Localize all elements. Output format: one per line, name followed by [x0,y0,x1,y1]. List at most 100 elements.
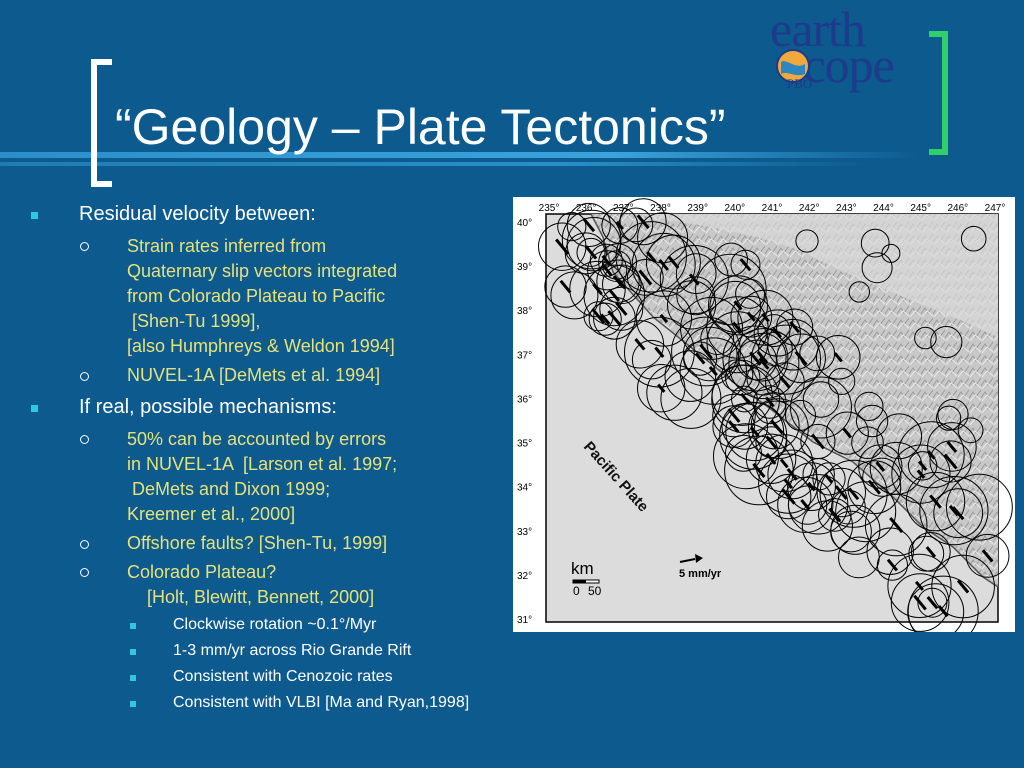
error-ellipse [660,367,722,429]
error-ellipse [714,242,749,277]
latitude-label: 31° [517,615,532,626]
error-ellipse [596,259,640,303]
error-ellipse [854,391,884,421]
longitude-label: 247° [985,203,1006,214]
scale-bar [572,579,600,584]
velocity-vector [727,420,740,433]
error-ellipse [602,264,642,305]
velocity-vector [765,452,777,465]
error-ellipse [719,401,788,470]
velocity-vector [951,506,965,521]
error-ellipse [706,296,769,359]
velocity-vector [591,308,606,324]
error-ellipse [937,398,969,431]
velocity-vector [956,579,970,594]
sub-bullet-marker [80,435,89,444]
velocity-vector [727,408,741,423]
sub-bullet-marker [80,540,89,549]
error-ellipse [724,435,794,506]
error-ellipse [946,473,1013,541]
velocity-vector [886,558,899,572]
velocity-vector [667,255,680,269]
longitude-label: 239° [687,203,708,214]
velocity-vector [925,546,937,558]
error-ellipse [767,318,819,371]
error-ellipse [753,309,801,357]
velocity-vector [601,254,612,266]
error-ellipse [695,253,767,326]
error-ellipse [864,493,928,557]
velocity-vector [926,449,936,460]
sub-bullet-marker [80,242,89,251]
error-ellipse [601,207,639,244]
error-ellipse [815,335,861,380]
error-ellipse [876,413,923,460]
error-ellipse [619,198,667,246]
error-ellipse [588,302,622,336]
velocity-vector [592,283,603,296]
error-ellipse [858,444,903,489]
error-ellipse [838,536,880,579]
velocity-vector [740,392,751,405]
error-ellipse [757,314,791,348]
latitude-label: 35° [517,439,532,450]
velocity-vector [746,311,756,322]
longitude-label: 236° [576,203,597,214]
velocity-vector [783,478,794,490]
bullet-residual-velocity: Residual velocity between: [79,203,316,225]
velocity-vector [943,453,958,470]
error-ellipse [861,252,893,284]
latitude-label: 38° [517,306,532,317]
error-ellipse [544,265,587,308]
header-stripe-thin [0,162,1024,166]
error-ellipse [855,404,889,438]
velocity-vector [761,312,770,323]
sub-bullet-marker [80,568,89,577]
velocity-vector [786,468,798,481]
error-ellipse [835,481,897,543]
error-ellipse [776,333,826,384]
velocity-vector [842,427,853,439]
globe-icon [776,49,810,83]
sub-sub-bullet-marker [130,701,136,707]
error-ellipse [851,426,884,459]
velocity-vector [779,375,791,389]
velocity-vector [834,485,848,500]
sub-sub-bullet-cenozoic: Consistent with Cenozoic rates [173,668,393,685]
velocity-vector [739,258,752,272]
velocity-vector [875,461,886,472]
error-ellipse [881,243,901,263]
longitude-label: 245° [910,203,931,214]
velocity-vector [555,238,570,255]
velocity-vector [789,321,801,334]
latitude-label: 34° [517,483,532,494]
longitude-label: 241° [762,203,783,214]
error-ellipse [589,243,623,277]
error-ellipse [721,359,754,392]
error-ellipse [957,417,984,444]
velocity-vector [772,327,783,339]
velocity-vector [582,217,596,233]
velocity-vector [833,352,843,363]
error-ellipse [711,364,773,426]
error-ellipse [891,444,951,504]
error-ellipse [819,459,888,528]
error-ellipse [667,280,717,330]
sub-bullet-marker [80,372,89,381]
velocity-vector [699,343,713,360]
error-ellipse [818,498,852,532]
error-ellipse [927,422,977,472]
longitude-label: 243° [836,203,857,214]
longitude-label: 235° [539,203,560,214]
velocity-vector [765,435,778,450]
error-ellipse [800,423,836,460]
velocity-vector [654,346,665,358]
sub-bullet-strain-rates: Strain rates inferred from Quaternary sl… [127,236,398,356]
bullet-marker [31,212,38,219]
error-ellipse [735,278,766,309]
velocity-vector [779,458,789,469]
error-ellipse [795,229,819,253]
sub-sub-bullet-marker [130,649,136,655]
error-ellipse [725,434,762,472]
error-ellipse [905,471,966,532]
